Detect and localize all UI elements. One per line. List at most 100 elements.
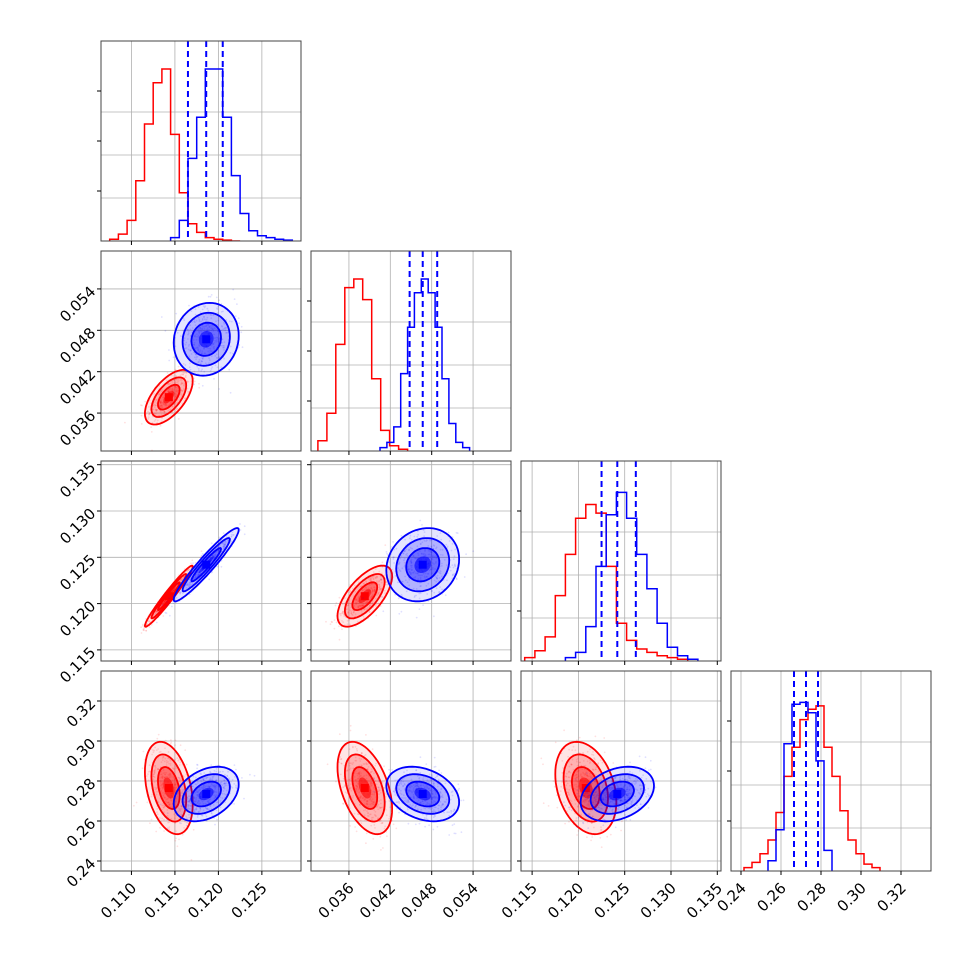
scatter-point <box>178 838 180 841</box>
scatter-point <box>160 776 163 779</box>
scatter-point <box>358 771 360 774</box>
scatter-point <box>426 787 428 789</box>
scatter-point <box>365 832 368 835</box>
scatter-point <box>442 803 444 806</box>
scatter-point <box>371 601 374 604</box>
scatter-point <box>375 806 378 808</box>
scatter-point <box>565 780 568 783</box>
scatter-point <box>567 755 569 758</box>
panel-3-3 <box>731 671 931 871</box>
scatter-point <box>217 801 219 803</box>
scatter-point <box>416 775 419 777</box>
scatter-point <box>149 412 151 414</box>
scatter-point <box>400 781 402 784</box>
density-panel-1-0-series-0 <box>124 362 201 451</box>
scatter-point <box>580 764 582 767</box>
scatter-point <box>417 799 420 802</box>
scatter-point <box>375 614 378 617</box>
scatter-point <box>184 347 187 350</box>
scatter-point <box>428 569 431 572</box>
scatter-point <box>241 346 244 349</box>
scatter-point <box>187 330 190 333</box>
scatter-point <box>171 807 174 810</box>
scatter-point <box>620 812 622 815</box>
scatter-point <box>167 390 170 393</box>
scatter-point <box>436 577 439 580</box>
scatter-point <box>440 553 442 556</box>
scatter-point <box>213 791 216 794</box>
scatter-point <box>147 779 150 782</box>
scatter-point <box>169 401 172 404</box>
scatter-point <box>172 375 175 377</box>
scatter-point <box>187 582 189 585</box>
scatter-point <box>373 589 376 591</box>
scatter-point <box>403 559 405 562</box>
scatter-point <box>167 757 169 760</box>
scatter-point <box>196 346 198 349</box>
scatter-point <box>414 823 417 826</box>
scatter-point <box>166 775 169 778</box>
scatter-point <box>208 785 210 787</box>
scatter-point <box>430 568 432 571</box>
scatter-point <box>335 602 338 604</box>
scatter-point <box>369 771 372 774</box>
scatter-point <box>210 326 213 329</box>
scatter-point <box>188 593 191 596</box>
scatter-point <box>186 569 189 572</box>
scatter-point <box>195 353 198 356</box>
scatter-point <box>434 801 436 803</box>
scatter-point <box>366 810 368 812</box>
scatter-point <box>217 550 220 552</box>
scatter-point <box>425 763 428 765</box>
scatter-point <box>169 774 172 777</box>
scatter-point <box>159 782 162 784</box>
scatter-point <box>433 809 435 811</box>
scatter-point <box>201 800 204 803</box>
scatter-point <box>190 584 192 586</box>
scatter-point <box>355 790 358 793</box>
scatter-point <box>162 396 165 399</box>
scatter-point <box>340 762 343 765</box>
scatter-point <box>197 346 199 349</box>
scatter-point <box>168 614 171 617</box>
scatter-point <box>439 795 442 798</box>
scatter-point <box>211 366 214 368</box>
scatter-point <box>208 359 211 362</box>
scatter-point <box>204 813 207 816</box>
scatter-point <box>581 800 584 803</box>
scatter-point <box>214 355 217 357</box>
scatter-point <box>370 802 373 805</box>
scatter-point <box>430 558 433 560</box>
scatter-point <box>168 359 171 362</box>
scatter-point <box>647 787 650 790</box>
scatter-point <box>243 797 245 800</box>
scatter-point <box>142 750 145 753</box>
scatter-point <box>370 602 372 605</box>
scatter-point <box>355 789 357 791</box>
scatter-point <box>564 822 566 825</box>
scatter-point <box>171 381 174 384</box>
scatter-point <box>162 806 165 809</box>
scatter-point <box>380 578 383 581</box>
scatter-point <box>180 579 183 582</box>
scatter-point <box>163 404 166 407</box>
scatter-point <box>432 816 435 819</box>
scatter-point <box>583 798 586 801</box>
scatter-point <box>373 809 376 812</box>
scatter-point <box>175 312 178 315</box>
scatter-point <box>363 775 365 777</box>
scatter-point <box>182 373 185 375</box>
scatter-point <box>605 789 608 791</box>
scatter-point <box>181 792 184 795</box>
scatter-point <box>440 772 443 774</box>
scatter-point <box>202 785 205 788</box>
scatter-point <box>563 729 565 732</box>
scatter-point <box>199 326 201 329</box>
scatter-point <box>414 572 417 574</box>
scatter-point <box>631 799 634 802</box>
scatter-point <box>395 801 398 804</box>
scatter-point <box>430 792 433 794</box>
scatter-point <box>431 790 433 793</box>
scatter-point <box>388 772 391 774</box>
scatter-point <box>225 541 228 543</box>
